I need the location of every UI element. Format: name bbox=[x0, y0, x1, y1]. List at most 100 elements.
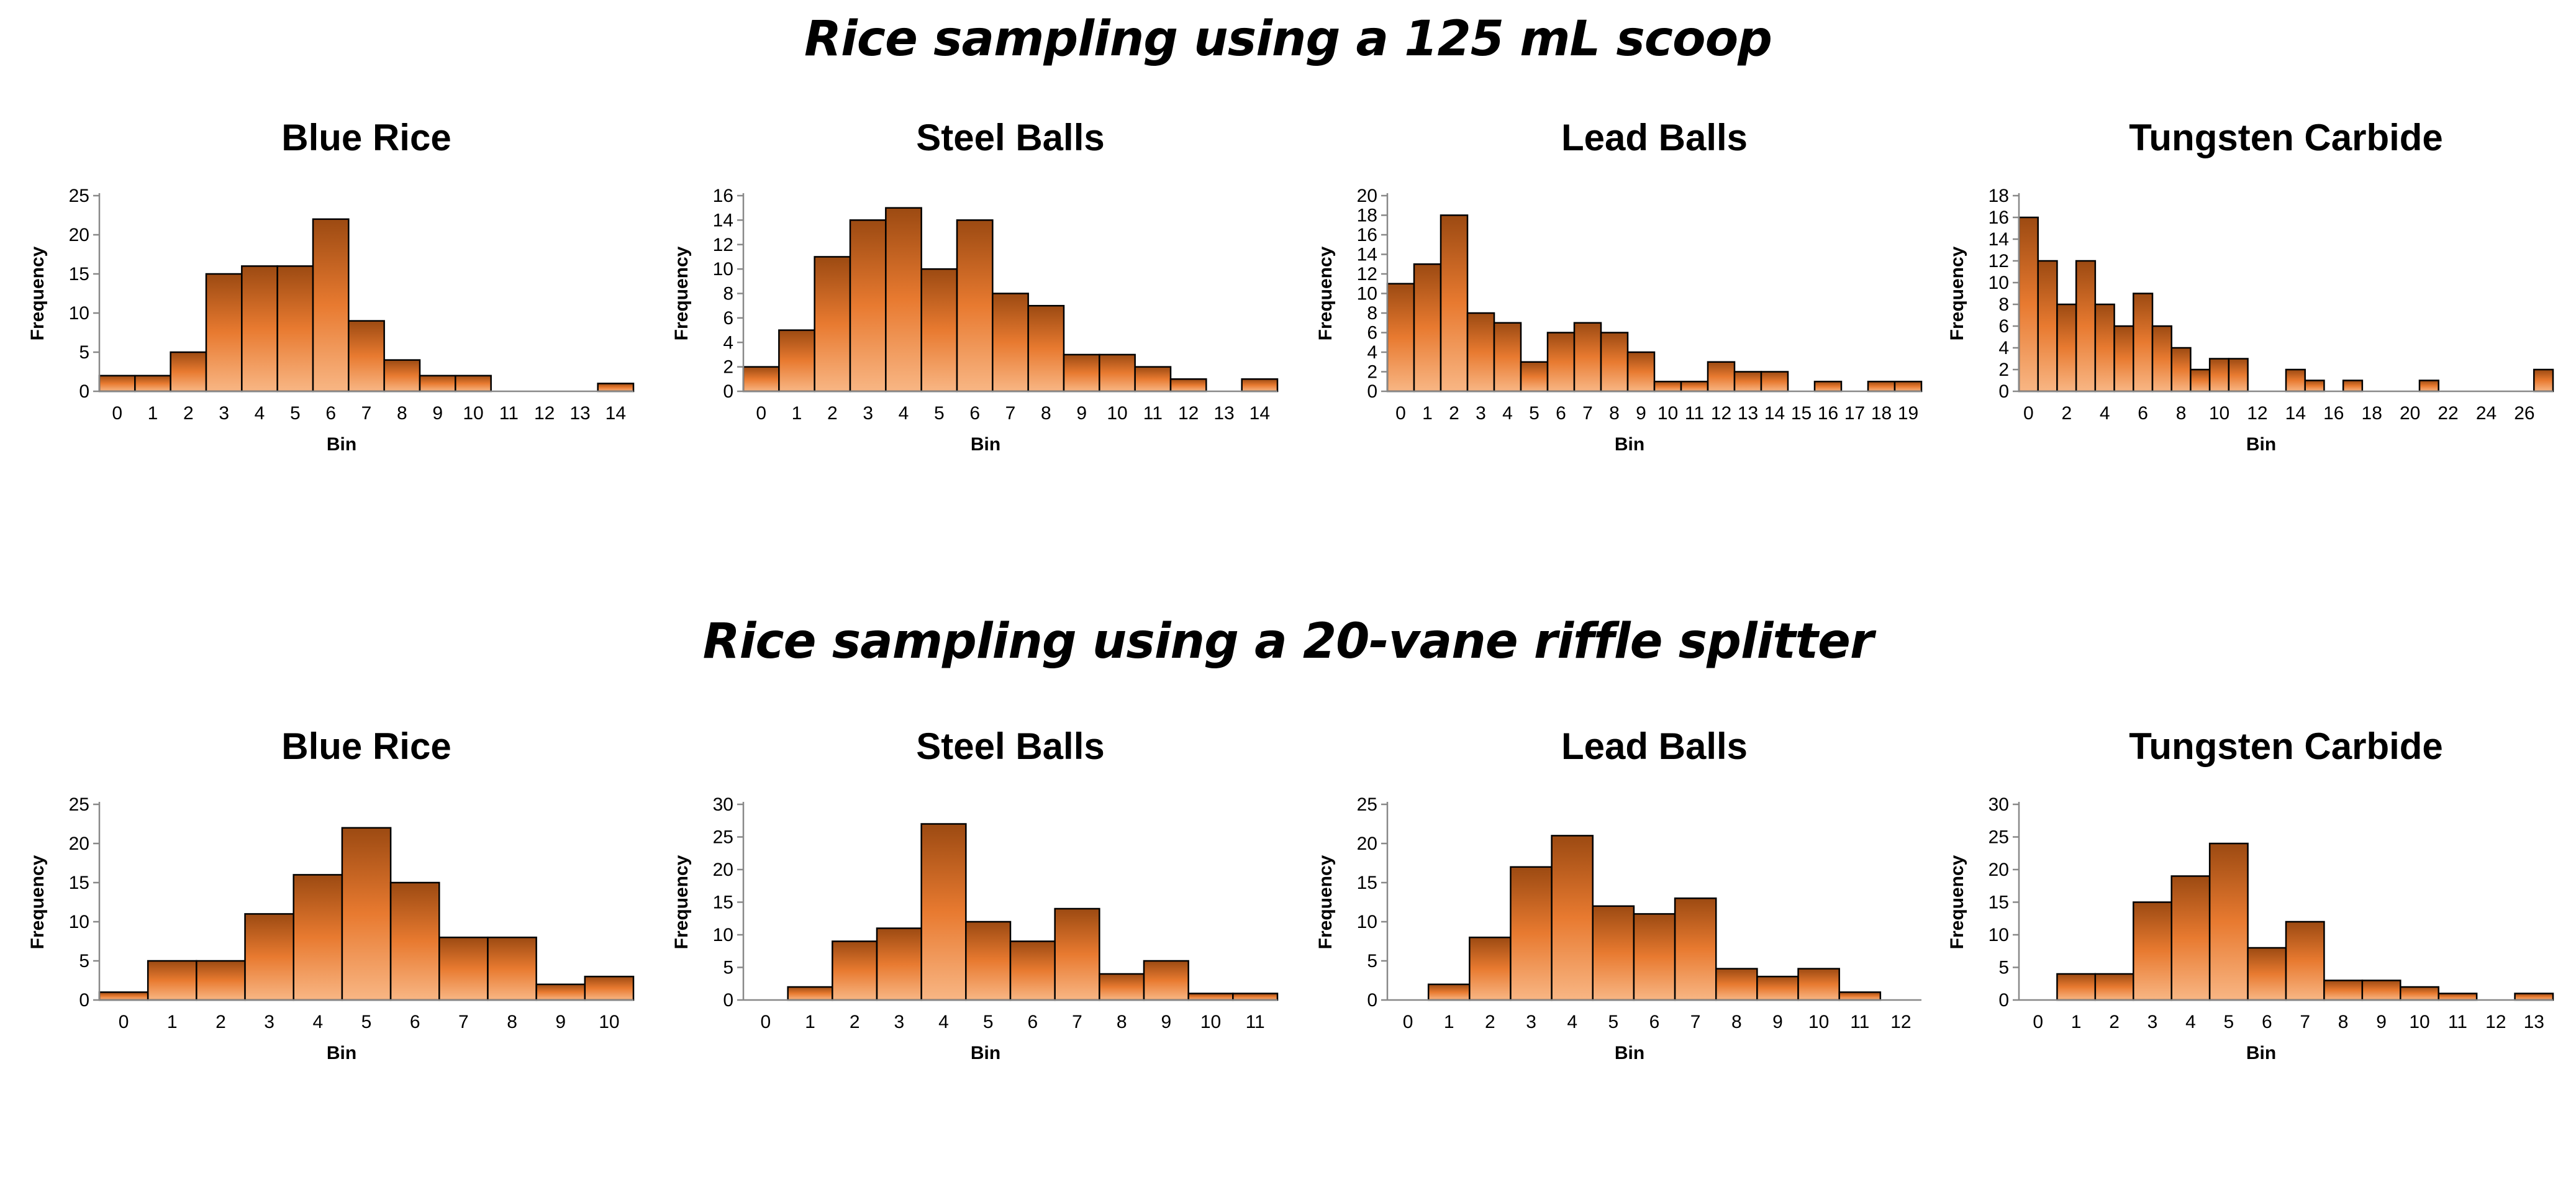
y-tick-label: 15 bbox=[1989, 893, 2009, 913]
x-tick-label: 5 bbox=[361, 1012, 372, 1032]
chart-svg: Steel Balls 0 5 10 15 20 25 30 0 1 2 3 4 5 6 7 8 9 10 11 Bin… bbox=[671, 725, 1279, 1062]
x-tick-label: 10 bbox=[1200, 1012, 1221, 1032]
bar-bin-1 bbox=[147, 960, 197, 1001]
x-tick-label: 14 bbox=[1249, 403, 1270, 424]
x-tick-label: 14 bbox=[605, 403, 626, 424]
x-tick-label: 3 bbox=[863, 403, 873, 424]
x-tick-label: 18 bbox=[2362, 403, 2382, 424]
x-tick-label: 0 bbox=[1395, 403, 1406, 424]
bar-bin-8 bbox=[2170, 347, 2192, 393]
x-tick-label: 6 bbox=[1027, 1012, 1038, 1032]
bar-bin-14 bbox=[1241, 378, 1279, 393]
x-tick-label: 4 bbox=[938, 1012, 949, 1032]
bar-bin-2 bbox=[170, 351, 207, 393]
chart-riffle-blue-rice: Blue Rice 0 5 10 15 20 25 0 1 2 3 4 5 6 7 8 9 10 Bin Freque… bbox=[12, 714, 656, 1062]
y-tick-label: 16 bbox=[1357, 225, 1377, 245]
bar-bin-8 bbox=[1715, 968, 1758, 1001]
y-tick-label: 0 bbox=[723, 990, 733, 1011]
x-tick-label: 1 bbox=[2071, 1012, 2082, 1032]
bar-bin-11 bbox=[1232, 993, 1279, 1001]
y-tick-label: 5 bbox=[723, 958, 733, 978]
bar-bin-7 bbox=[1054, 907, 1100, 1001]
x-axis-label: Bin bbox=[2246, 434, 2276, 453]
chart-scoop-steel-balls: Steel Balls 0 2 4 6 8 10 12 14 16 0 1 2 3 4 5 6 7 8 9 10 11 12… bbox=[656, 106, 1300, 453]
y-tick-label: 25 bbox=[1357, 794, 1377, 815]
y-tick-label: 2 bbox=[1998, 360, 2009, 380]
x-tick-label: 11 bbox=[1850, 1012, 1869, 1032]
bar-bin-7 bbox=[1674, 897, 1717, 1001]
x-tick-label: 8 bbox=[1041, 403, 1051, 424]
bar-bin-9 bbox=[419, 375, 456, 393]
x-tick-label: 7 bbox=[1690, 1012, 1701, 1032]
y-tick-label: 20 bbox=[1357, 834, 1377, 854]
bar-bin-16 bbox=[1813, 381, 1843, 393]
y-tick-label: 12 bbox=[713, 235, 733, 255]
bar-bin-4 bbox=[920, 823, 967, 1001]
bar-bin-15 bbox=[2304, 380, 2325, 393]
x-tick-label: 11 bbox=[499, 403, 519, 424]
x-tick-label: 6 bbox=[969, 403, 980, 424]
x-tick-label: 10 bbox=[1808, 1012, 1829, 1032]
x-tick-label: 11 bbox=[1246, 1012, 1265, 1032]
y-tick-label: 10 bbox=[713, 925, 733, 945]
x-axis-label: Bin bbox=[1615, 1043, 1644, 1062]
bar-bin-1 bbox=[2056, 973, 2097, 1001]
x-tick-label: 8 bbox=[1117, 1012, 1127, 1032]
x-tick-label: 8 bbox=[1609, 403, 1620, 424]
bar-bin-10 bbox=[1099, 353, 1136, 393]
x-tick-label: 1 bbox=[792, 403, 802, 424]
x-tick-label: 4 bbox=[255, 403, 265, 424]
bar-bin-5 bbox=[2208, 842, 2249, 1001]
y-axis-label: Frequency bbox=[671, 246, 692, 340]
x-tick-label: 5 bbox=[290, 403, 301, 424]
bar-bin-6 bbox=[312, 218, 350, 393]
riffle-section-title: Rice sampling using a 20-vane riffle spl… bbox=[702, 614, 1874, 670]
bar-bin-7 bbox=[1573, 322, 1602, 393]
bar-bin-13 bbox=[1733, 371, 1762, 393]
x-tick-label: 5 bbox=[983, 1012, 994, 1032]
bar-bin-11 bbox=[1680, 381, 1709, 393]
x-tick-label: 3 bbox=[219, 403, 229, 424]
bar-bin-4 bbox=[1551, 835, 1594, 1001]
x-tick-label: 3 bbox=[1476, 403, 1486, 424]
bar-bin-9 bbox=[1756, 975, 1799, 1001]
y-tick-label: 2 bbox=[1367, 362, 1377, 383]
x-tick-label: 9 bbox=[1076, 403, 1087, 424]
bar-bin-5 bbox=[920, 268, 958, 393]
y-tick-label: 16 bbox=[1989, 207, 2009, 228]
x-tick-label: 13 bbox=[1738, 403, 1758, 424]
y-tick-label: 5 bbox=[79, 951, 89, 971]
y-tick-label: 8 bbox=[723, 284, 733, 304]
bar-bin-5 bbox=[1520, 361, 1549, 393]
x-tick-label: 7 bbox=[2300, 1012, 2310, 1032]
bar-bin-0 bbox=[2018, 216, 2039, 393]
y-tick-label: 25 bbox=[713, 827, 733, 848]
bar-bin-2 bbox=[196, 960, 246, 1001]
bar-bin-2 bbox=[2094, 973, 2134, 1001]
bar-bin-1 bbox=[2037, 260, 2058, 393]
y-tick-label: 18 bbox=[1357, 206, 1377, 226]
x-tick-label: 11 bbox=[1685, 403, 1704, 424]
x-tick-label: 3 bbox=[2147, 1012, 2158, 1032]
bar-bin-9 bbox=[2361, 980, 2401, 1001]
bar-bin-6 bbox=[1009, 940, 1056, 1001]
y-tick-label: 4 bbox=[1998, 338, 2009, 358]
y-tick-label: 0 bbox=[79, 381, 89, 402]
bar-bin-6 bbox=[956, 219, 994, 393]
y-tick-label: 0 bbox=[1998, 381, 2009, 402]
y-tick-label: 8 bbox=[1998, 294, 2009, 315]
x-tick-label: 18 bbox=[1871, 403, 1892, 424]
y-tick-label: 10 bbox=[1989, 273, 2009, 293]
x-tick-label: 22 bbox=[2438, 403, 2458, 424]
bar-bin-3 bbox=[1466, 312, 1495, 393]
bar-bin-2 bbox=[1469, 936, 1512, 1001]
x-tick-label: 12 bbox=[1178, 403, 1199, 424]
chart-title: Tungsten Carbide bbox=[2129, 117, 2443, 158]
chart-scoop-tungsten-carbide: Tungsten Carbide 0 2 4 6 8 10 12 14 16 18 0 2 4 6 8 10 12… bbox=[1932, 106, 2576, 453]
bar-bin-9 bbox=[1626, 351, 1656, 393]
bar-bin-3 bbox=[205, 273, 243, 393]
x-tick-label: 7 bbox=[1582, 403, 1593, 424]
x-tick-label: 12 bbox=[534, 403, 555, 424]
